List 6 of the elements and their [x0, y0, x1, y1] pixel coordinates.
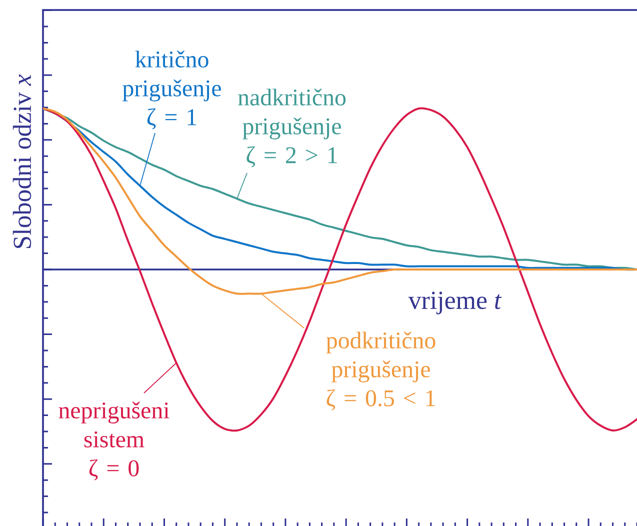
series-label: nadkritično prigušenje ζ = 2 > 1 [238, 88, 346, 168]
series-label: neprigušeni sistem ζ = 0 [58, 402, 170, 480]
x-axis-title: vrijeme t [408, 292, 502, 314]
y-axis-title: Slobodni odziv x [12, 74, 32, 248]
series-label: podkritično prigušenje ζ = 0.5 < 1 [326, 332, 436, 410]
series-label: kritično prigušenje ζ = 1 [122, 50, 221, 130]
